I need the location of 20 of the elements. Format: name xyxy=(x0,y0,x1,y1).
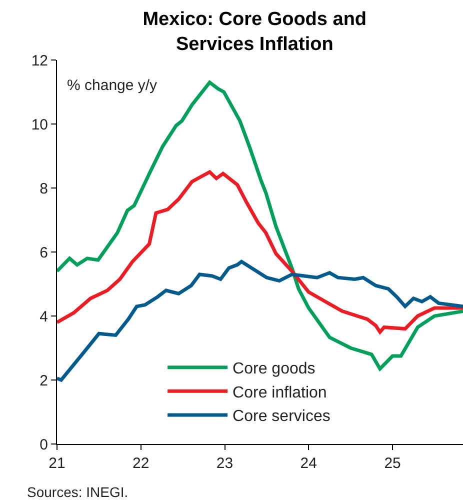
chart-title: Mexico: Core Goods and Services Inflation xyxy=(142,9,367,55)
x-tick-label: 21 xyxy=(48,455,66,472)
legend-label: Core services xyxy=(232,408,330,426)
source-note: Sources: INEGI. xyxy=(27,484,128,500)
line-series xyxy=(57,170,463,334)
x-tick-label: 22 xyxy=(132,455,150,472)
x-tick-label: 24 xyxy=(300,455,317,472)
y-tick-label: 0 xyxy=(40,436,48,454)
legend-label: Core goods xyxy=(232,360,316,378)
y-tick-label: 10 xyxy=(31,116,48,134)
y-tick-label: 2 xyxy=(40,372,48,390)
x-tick-label: 23 xyxy=(216,455,234,472)
y-tick-label: 4 xyxy=(40,308,48,326)
line-series xyxy=(57,260,463,382)
x-tick-label: 25 xyxy=(384,455,401,472)
legend-label: Core inflation xyxy=(232,384,327,402)
y-tick-label: 8 xyxy=(40,180,48,198)
y-axis-title: % change y/y xyxy=(67,77,158,94)
y-tick-label: 12 xyxy=(31,52,48,70)
y-tick-label: 6 xyxy=(40,244,48,262)
